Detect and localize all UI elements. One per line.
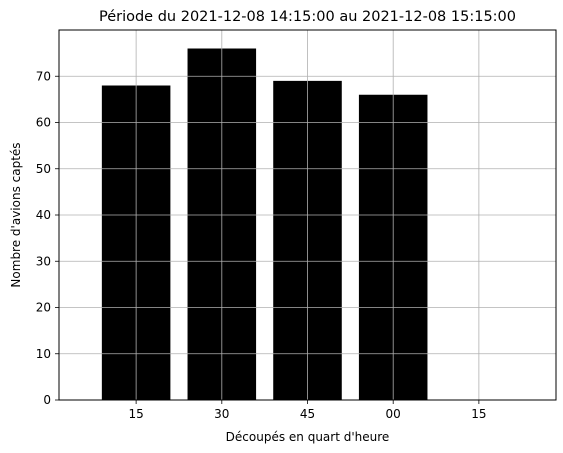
x-tick-label: 15: [471, 407, 486, 421]
chart-title: Période du 2021-12-08 14:15:00 au 2021-1…: [99, 9, 516, 25]
x-axis-label: Découpés en quart d'heure: [226, 430, 390, 444]
y-tick-label: 50: [36, 162, 51, 176]
y-axis-label: Nombre d'avions captés: [9, 142, 23, 287]
y-tick-label: 30: [36, 254, 51, 268]
y-tick-label: 40: [36, 208, 51, 222]
bars: [101, 48, 428, 400]
y-tick-label: 20: [36, 301, 51, 315]
x-tick-label: 00: [386, 407, 401, 421]
x-tick-label: 45: [300, 407, 315, 421]
y-tick-label: 70: [36, 69, 51, 83]
y-tick-label: 0: [43, 393, 51, 407]
x-tick-label: 30: [214, 407, 229, 421]
axis-ticks: 15 30 45 00 15 0 10 20 30 40 50 60 70: [36, 69, 487, 421]
y-tick-label: 60: [36, 116, 51, 130]
y-tick-label: 10: [36, 347, 51, 361]
x-tick-label: 15: [128, 407, 143, 421]
